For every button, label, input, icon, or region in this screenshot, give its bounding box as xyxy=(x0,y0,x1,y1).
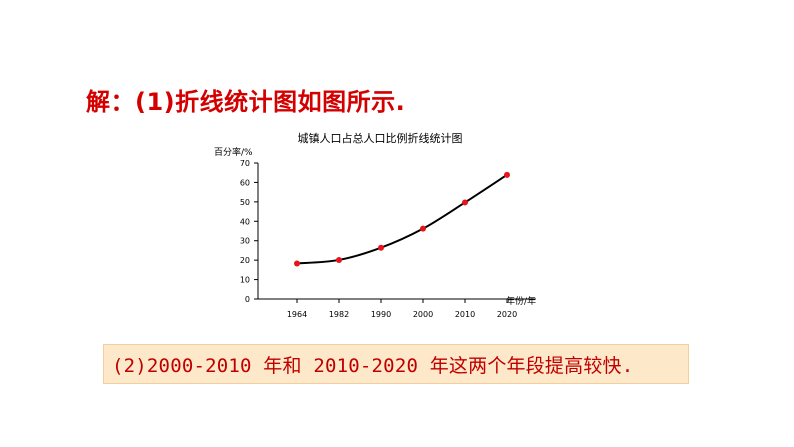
data-point xyxy=(462,199,468,206)
answer-part-2-text: (2)2000-2010 年和 2010-2020 年这两个年段提高较快. xyxy=(112,355,634,377)
y-tick-label: 30 xyxy=(240,237,250,246)
chart-title: 城镇人口占总人口比例折线统计图 xyxy=(298,131,463,145)
y-tick-label: 20 xyxy=(240,256,250,265)
answer-part-2-box: (2)2000-2010 年和 2010-2020 年这两个年段提高较快. xyxy=(103,344,689,384)
x-tick-label: 1964 xyxy=(287,310,307,319)
y-tick-label: 10 xyxy=(240,276,250,285)
x-tick-label: 2000 xyxy=(413,310,433,319)
line-chart: 城镇人口占总人口比例折线统计图 百分率/% 年份/年 0 10 20 30 40 50 60… xyxy=(200,125,560,340)
x-axis-label: 年份/年 xyxy=(506,295,536,307)
y-axis-label: 百分率/% xyxy=(214,146,253,158)
y-tick-label: 40 xyxy=(240,217,250,226)
x-tick-label: 1990 xyxy=(371,310,391,319)
data-point xyxy=(294,260,300,267)
y-tick-label: 0 xyxy=(245,295,250,304)
y-tick-label: 60 xyxy=(240,178,250,187)
x-axis-ticks: 1964 1982 1990 2000 2010 2020 xyxy=(287,299,517,319)
series-line xyxy=(296,174,508,265)
data-point xyxy=(336,256,342,263)
y-tick-label: 50 xyxy=(240,198,250,207)
x-tick-label: 2020 xyxy=(497,310,517,319)
data-point xyxy=(420,225,426,232)
x-tick-label: 2010 xyxy=(455,310,475,319)
data-point xyxy=(378,244,384,251)
series-points xyxy=(294,171,510,267)
x-tick-label: 1982 xyxy=(329,310,349,319)
data-point xyxy=(504,171,510,178)
y-tick-label: 70 xyxy=(240,159,250,168)
y-axis-ticks: 0 10 20 30 40 50 60 70 xyxy=(240,159,258,304)
chart-svg: 城镇人口占总人口比例折线统计图 百分率/% 年份/年 0 10 20 30 40 50 60… xyxy=(214,131,536,319)
answer-part-1-heading: 解：(1)折线统计图如图所示. xyxy=(86,88,406,116)
